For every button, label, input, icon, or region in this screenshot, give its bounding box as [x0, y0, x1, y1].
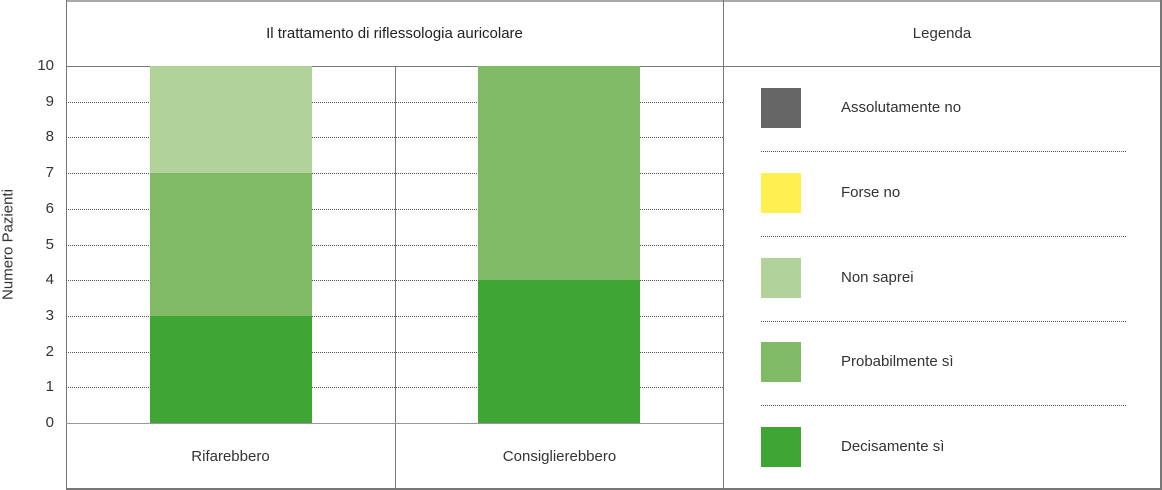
frame-bottom — [66, 488, 1162, 490]
legend-item: Probabilmente sì — [761, 342, 1126, 382]
gridline — [66, 315, 723, 317]
legend-swatch — [761, 342, 801, 382]
gridline — [66, 137, 723, 139]
bar-segment — [150, 315, 312, 423]
legend-label: Decisamente sì — [841, 438, 945, 455]
legend-item: Decisamente sì — [761, 427, 1126, 467]
bar-segment — [478, 66, 640, 281]
y-tick-label: 7 — [45, 164, 54, 182]
y-tick-label: 1 — [45, 378, 54, 396]
y-tick-label: 8 — [45, 128, 54, 146]
bar-segment — [150, 66, 312, 174]
x-category-label: Rifarebbero — [191, 448, 270, 465]
gridline — [66, 101, 723, 103]
legend-item: Forse no — [761, 173, 1126, 213]
legend-title: Legenda — [912, 24, 972, 42]
y-tick-label: 10 — [37, 57, 54, 74]
legend-separator — [761, 321, 1126, 322]
frame-top — [66, 0, 1162, 2]
y-tick-label: 2 — [45, 342, 54, 360]
y-tick-label: 5 — [45, 235, 54, 253]
gridline — [66, 280, 723, 282]
legend-label: Non saprei — [841, 269, 914, 286]
y-tick-label: 4 — [45, 271, 54, 289]
legend-item: Assolutamente no — [761, 88, 1126, 128]
x-category-label: Consiglierebbero — [502, 448, 617, 465]
legend-separator — [761, 405, 1126, 406]
legend-divider — [723, 0, 724, 490]
gridline — [66, 351, 723, 353]
legend-label: Probabilmente sì — [841, 353, 954, 370]
gridline — [66, 173, 723, 175]
bar-segment — [150, 173, 312, 316]
legend-label: Assolutamente no — [841, 99, 962, 116]
gridline — [66, 208, 723, 210]
legend-swatch — [761, 173, 801, 213]
category-divider — [395, 66, 396, 490]
legend-label: Forse no — [841, 184, 901, 201]
chart-title: Il trattamento di riflessologia auricola… — [266, 24, 523, 42]
legend-separator — [761, 236, 1126, 237]
legend-swatch — [761, 88, 801, 128]
bar-segment — [478, 280, 640, 423]
legend-item: Non saprei — [761, 258, 1126, 298]
legend-swatch — [761, 427, 801, 467]
y-tick-label: 0 — [45, 414, 54, 431]
y-tick-label: 3 — [45, 306, 54, 324]
legend-swatch — [761, 258, 801, 298]
y-tick-label: 6 — [45, 199, 54, 217]
frame-right — [1160, 0, 1162, 490]
gridline — [66, 387, 723, 389]
legend-separator — [761, 151, 1126, 152]
y-tick-label: 9 — [45, 92, 54, 110]
gridline — [66, 244, 723, 246]
x-axis-line — [66, 423, 723, 424]
